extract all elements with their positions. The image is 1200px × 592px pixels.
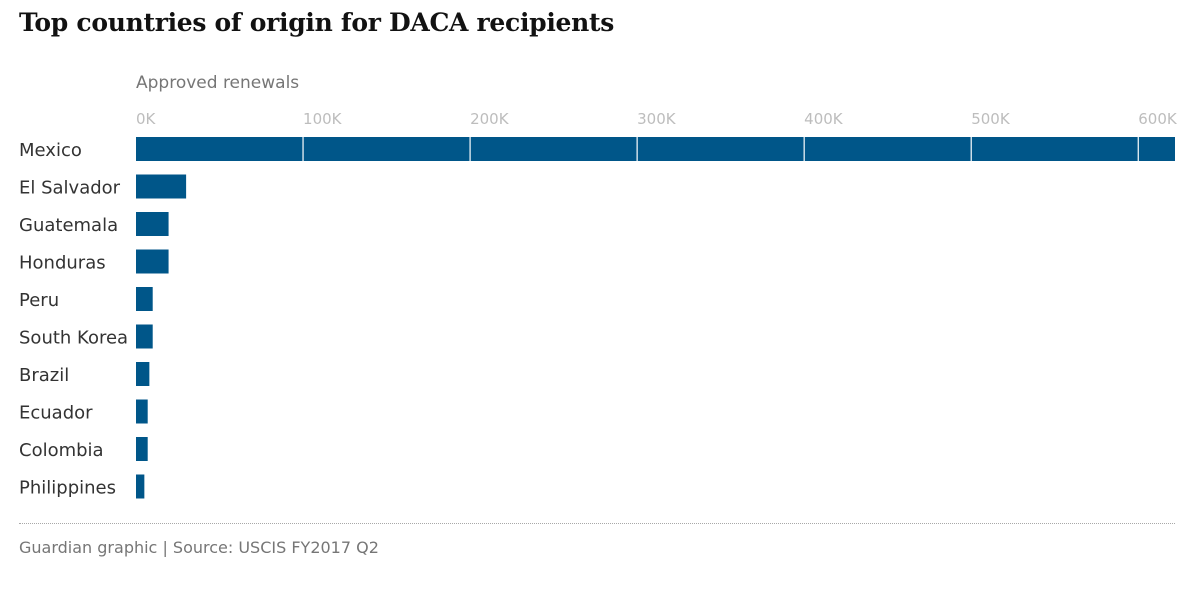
category-labels: Mexico El Salvador Guatemala Honduras Peru So… bbox=[19, 140, 128, 499]
category-label: Guatemala bbox=[19, 215, 118, 236]
chart-title: Top countries of origin for DACA recipie… bbox=[19, 8, 615, 37]
bar-chart: 0K 100K 200K 300K 400K 500K 600K Mexico El Salv… bbox=[19, 110, 1178, 499]
bar bbox=[136, 287, 153, 311]
bar bbox=[136, 362, 150, 386]
bar bbox=[136, 474, 145, 499]
bar bbox=[136, 437, 148, 461]
x-tick-label: 500K bbox=[971, 110, 1011, 128]
bar bbox=[136, 212, 169, 236]
category-label: Mexico bbox=[19, 140, 82, 161]
bar bbox=[136, 399, 148, 424]
x-tick-labels: 0K 100K 200K 300K 400K 500K 600K bbox=[136, 110, 1178, 128]
category-label: Honduras bbox=[19, 253, 106, 274]
bar bbox=[136, 174, 187, 199]
category-label: South Korea bbox=[19, 328, 128, 349]
source-note: Guardian graphic | Source: USCIS FY2017 … bbox=[19, 538, 379, 557]
category-label: Brazil bbox=[19, 365, 69, 386]
category-label: Peru bbox=[19, 290, 59, 311]
gridlines bbox=[302, 137, 1139, 499]
category-label: Ecuador bbox=[19, 403, 93, 424]
category-label: Philippines bbox=[19, 478, 116, 499]
x-tick-label: 200K bbox=[470, 110, 510, 128]
x-axis-title: Approved renewals bbox=[136, 73, 300, 93]
x-tick-label: 100K bbox=[303, 110, 343, 128]
bar bbox=[136, 324, 153, 349]
x-tick-label: 400K bbox=[804, 110, 844, 128]
x-tick-label: 600K bbox=[1138, 110, 1178, 128]
x-tick-label: 0K bbox=[136, 110, 157, 128]
bar bbox=[136, 137, 1175, 161]
bar bbox=[136, 249, 169, 274]
category-label: El Salvador bbox=[19, 178, 121, 199]
x-tick-label: 300K bbox=[637, 110, 677, 128]
footer-divider bbox=[19, 523, 1175, 524]
bars bbox=[136, 137, 1175, 499]
category-label: Colombia bbox=[19, 440, 104, 461]
